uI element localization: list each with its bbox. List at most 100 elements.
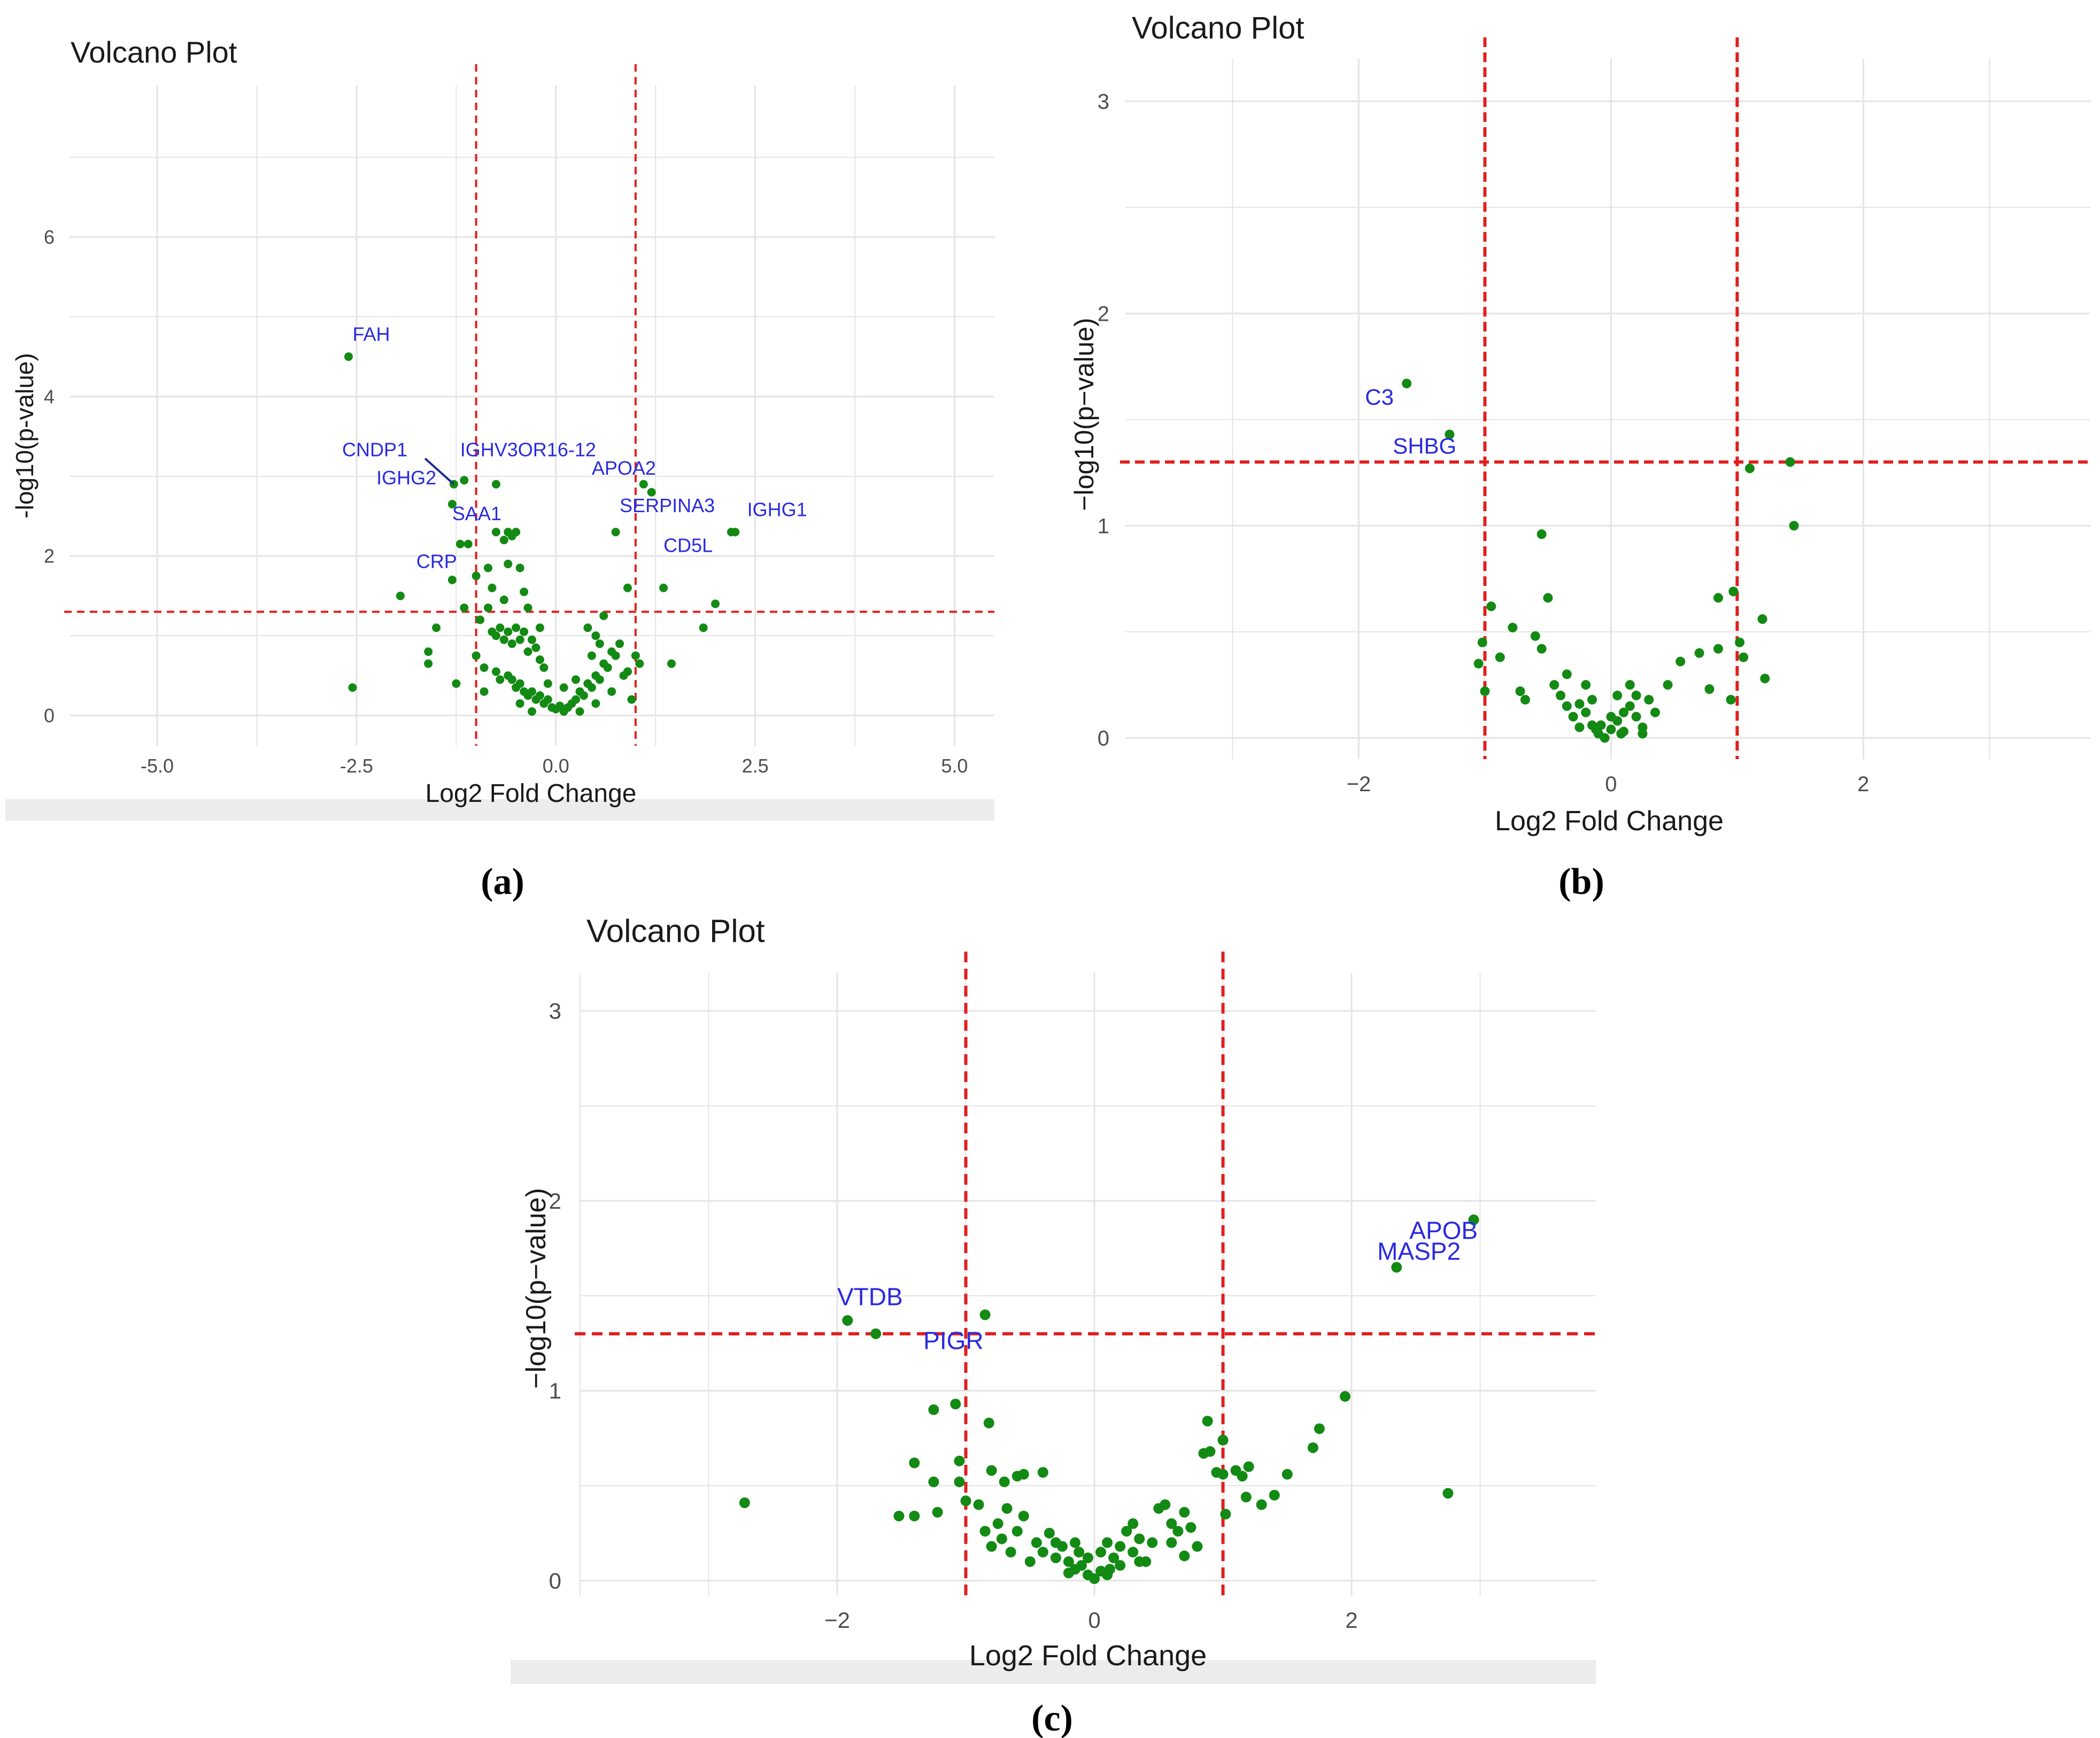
gene-label: CRP [416, 550, 457, 572]
data-point [1192, 1541, 1203, 1552]
data-point [1537, 644, 1547, 654]
data-point [496, 623, 505, 632]
data-point [515, 635, 524, 644]
data-point [1240, 1492, 1252, 1503]
data-point [1172, 1526, 1184, 1537]
data-point [496, 675, 505, 684]
data-point [615, 639, 624, 648]
data-point [1185, 1522, 1196, 1533]
gene-label: PIGR [923, 1326, 983, 1354]
panel-a-title: Volcano Plot [71, 35, 237, 69]
data-point [535, 691, 544, 700]
data-point [432, 623, 441, 632]
plot-b-area: −2 0 2 0 1 2 3 C3 SHBG [1098, 37, 2090, 796]
data-point [1587, 694, 1597, 705]
data-point [659, 583, 668, 592]
y-tick-label: 1 [549, 1378, 561, 1403]
data-point [1166, 1518, 1177, 1530]
data-point [1128, 1518, 1139, 1530]
panel-b-xlabel: Log2 Fold Change [1495, 806, 1724, 837]
data-point [928, 1404, 939, 1415]
gene-label: APOA2 [592, 457, 656, 479]
x-tick-label: 5.0 [941, 755, 968, 777]
data-point [979, 1309, 991, 1320]
data-point [523, 647, 532, 656]
data-point [1789, 521, 1799, 531]
data-point [973, 1499, 984, 1510]
data-point [1108, 1552, 1120, 1563]
data-point [483, 603, 492, 612]
y-tick-label: 0 [44, 705, 55, 727]
data-point [472, 571, 481, 581]
panel-b-ylabel: −log10(p−value) [1069, 318, 1099, 511]
data-point [1556, 690, 1566, 700]
caption-a: (a) [481, 861, 524, 902]
data-point [1037, 1547, 1048, 1558]
data-point [739, 1497, 750, 1508]
y-tick-label: 3 [1098, 90, 1109, 113]
data-point [520, 588, 529, 597]
data-point [992, 1518, 1003, 1530]
data-point [1050, 1552, 1061, 1563]
panel-a-xlabel: Log2 Fold Change [426, 779, 637, 808]
x-tick-label: 2 [1345, 1608, 1357, 1633]
data-point [1508, 622, 1518, 632]
gene-label: CD5L [663, 535, 713, 557]
data-point [591, 699, 600, 708]
data-point [1037, 1467, 1048, 1478]
y-tick-label: 6 [44, 226, 55, 248]
data-point [1663, 680, 1673, 690]
data-point [1704, 684, 1715, 694]
data-point [1600, 733, 1610, 743]
data-point [1568, 712, 1578, 722]
data-point [631, 651, 640, 660]
data-point [520, 627, 529, 636]
data-point [1650, 707, 1660, 717]
data-point [460, 476, 469, 485]
panel-a-ylabel: -log10(p-value) [11, 353, 38, 518]
data-point [1076, 1560, 1087, 1571]
panel-a-background [5, 32, 994, 821]
data-point [1166, 1537, 1177, 1548]
data-point [528, 707, 536, 716]
y-tick-label: 3 [549, 999, 561, 1024]
x-tick-label: -5.0 [141, 755, 174, 777]
data-point [1785, 457, 1795, 467]
data-point [1694, 648, 1704, 658]
data-point [1739, 652, 1749, 662]
data-point [999, 1476, 1010, 1487]
data-point [512, 528, 521, 537]
data-point [1044, 1527, 1055, 1539]
data-point [447, 500, 457, 509]
data-point [1744, 464, 1755, 474]
data-point [954, 1455, 965, 1466]
data-point [1631, 690, 1641, 700]
panel-c-background [511, 909, 1596, 1684]
data-point [639, 480, 648, 489]
gene-label: APOB [1409, 1216, 1478, 1244]
panel-a: Volcano Plot -5.0 -2.5 0.0 2.5 5.0 0 2 4 6 FAH CND… [5, 32, 994, 821]
data-point [523, 603, 532, 612]
data-point [1581, 707, 1591, 717]
gene-label: IGHG2 [376, 467, 436, 489]
data-point [1314, 1423, 1325, 1434]
data-point [1340, 1391, 1351, 1402]
data-point [491, 480, 500, 489]
data-point [539, 663, 549, 672]
data-point [424, 647, 433, 656]
data-point [507, 675, 516, 684]
data-point [491, 631, 500, 640]
x-tick-label: −2 [1347, 773, 1371, 796]
y-tick-label: 2 [44, 545, 55, 567]
plot-a-area: -5.0 -2.5 0.0 2.5 5.0 0 2 4 6 FAH CNDP1 IGHV3OR16-1… [44, 64, 994, 777]
data-point [579, 691, 588, 700]
data-point [1638, 729, 1648, 739]
panel-c-xlabel: Log2 Fold Change [969, 1640, 1207, 1672]
data-point [515, 563, 524, 573]
data-point [1074, 1547, 1085, 1558]
data-point [1031, 1537, 1042, 1548]
data-point [483, 563, 492, 573]
data-point [909, 1510, 920, 1521]
